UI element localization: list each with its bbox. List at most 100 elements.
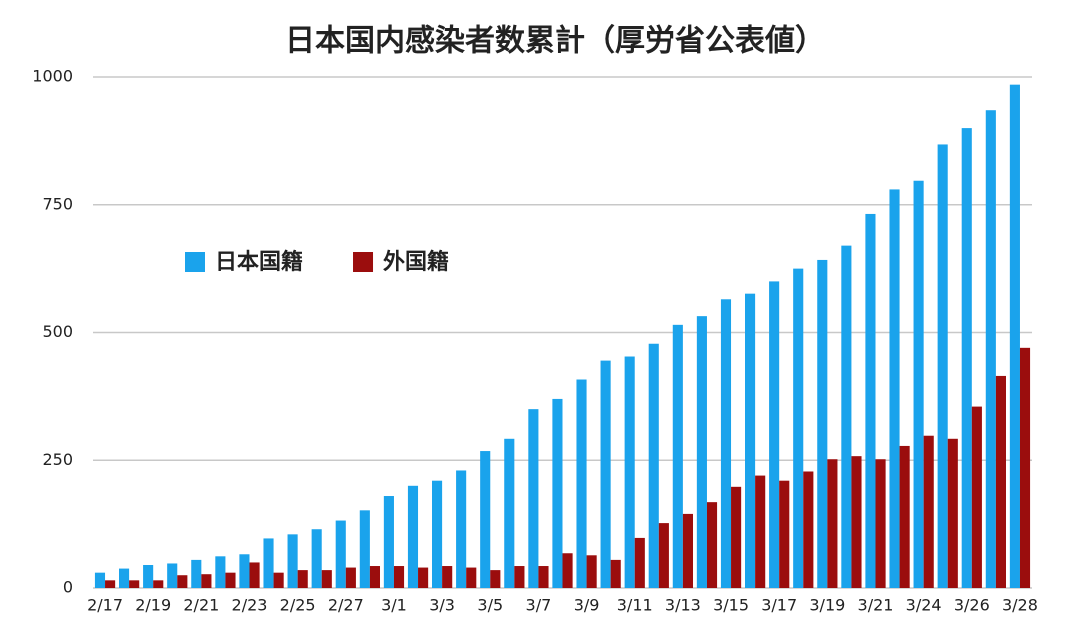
bar	[490, 570, 501, 588]
x-tick-label: 3/11	[617, 596, 653, 615]
bar	[456, 470, 467, 588]
bar	[995, 375, 1006, 588]
x-tick-label: 3/26	[954, 596, 990, 615]
bar	[793, 268, 804, 588]
x-tick-label: 2/21	[183, 596, 219, 615]
x-tick-label: 3/13	[665, 596, 701, 615]
bar	[94, 572, 106, 588]
bar	[634, 537, 645, 588]
bar	[610, 559, 621, 588]
bar	[167, 563, 178, 588]
x-tick-label: 3/7	[526, 596, 552, 615]
bar	[273, 572, 284, 588]
bar	[466, 567, 477, 588]
bar	[263, 538, 274, 588]
bar	[1009, 84, 1020, 588]
bar	[841, 245, 852, 588]
x-tick-label: 3/28	[1002, 596, 1038, 615]
chart-title: 日本国内感染者数累計（厚労省公表値）	[285, 24, 825, 59]
bar	[201, 574, 212, 588]
bar	[215, 556, 226, 588]
bar	[119, 568, 130, 588]
bar	[345, 567, 356, 588]
bar	[239, 554, 250, 588]
bar	[923, 435, 934, 588]
legend-swatch	[353, 252, 374, 272]
bar	[129, 580, 140, 588]
bar	[297, 570, 308, 588]
bar	[249, 562, 260, 588]
bar	[731, 486, 742, 588]
bar	[105, 580, 116, 588]
bar	[913, 180, 924, 588]
bar	[191, 559, 202, 588]
bar	[369, 566, 380, 588]
y-tick-label: 250	[42, 450, 73, 469]
bar	[359, 510, 370, 588]
bar	[947, 438, 958, 588]
y-tick-label: 750	[42, 194, 73, 213]
bar	[937, 144, 948, 588]
bar	[658, 523, 669, 588]
legend-label: 日本国籍	[215, 249, 303, 275]
bar	[706, 502, 718, 588]
bar	[889, 189, 900, 589]
bar	[803, 471, 814, 588]
x-tick-label: 2/17	[87, 596, 123, 615]
bar	[432, 480, 443, 588]
legend-swatch	[185, 252, 205, 272]
bar	[528, 409, 539, 588]
bar	[971, 406, 982, 588]
x-tick-label: 3/15	[713, 596, 749, 615]
x-tick-label: 3/5	[477, 596, 503, 615]
bar	[624, 356, 635, 588]
bar	[442, 566, 453, 588]
x-tick-label: 3/9	[574, 596, 600, 615]
bar	[682, 513, 693, 588]
bar	[393, 566, 405, 588]
bar	[827, 459, 838, 588]
bar	[225, 572, 236, 588]
bar	[552, 398, 563, 588]
bar	[985, 110, 996, 588]
y-tick-label: 500	[42, 322, 73, 341]
bar	[672, 324, 683, 588]
bar	[383, 496, 394, 588]
bar	[600, 360, 611, 588]
legend-label: 外国籍	[383, 249, 449, 275]
y-tick-label: 0	[63, 578, 73, 597]
bar	[311, 529, 322, 588]
x-tick-label: 2/19	[135, 596, 171, 615]
bar	[143, 565, 154, 588]
bar	[875, 459, 886, 588]
bar	[769, 281, 780, 588]
bar	[538, 566, 549, 588]
bar	[153, 580, 164, 588]
bar	[287, 534, 298, 588]
bar	[321, 570, 332, 588]
bar	[562, 553, 573, 588]
bar	[407, 485, 419, 588]
bar	[514, 566, 525, 588]
bar	[586, 555, 597, 588]
bar	[576, 379, 587, 588]
bar	[779, 480, 790, 588]
bar	[899, 445, 910, 588]
bar	[755, 475, 766, 588]
bar	[504, 438, 515, 588]
x-tick-label: 3/17	[761, 596, 797, 615]
bar	[1019, 347, 1031, 588]
bar	[335, 520, 346, 588]
bar	[648, 343, 659, 588]
bar	[851, 456, 862, 588]
bar	[865, 213, 876, 588]
x-tick-label: 3/3	[429, 596, 455, 615]
bar	[961, 128, 972, 588]
x-tick-label: 3/21	[858, 596, 894, 615]
x-tick-label: 3/19	[809, 596, 845, 615]
bar	[720, 299, 732, 588]
x-tick-label: 3/24	[906, 596, 942, 615]
bar	[480, 451, 491, 588]
x-tick-label: 2/25	[280, 596, 316, 615]
